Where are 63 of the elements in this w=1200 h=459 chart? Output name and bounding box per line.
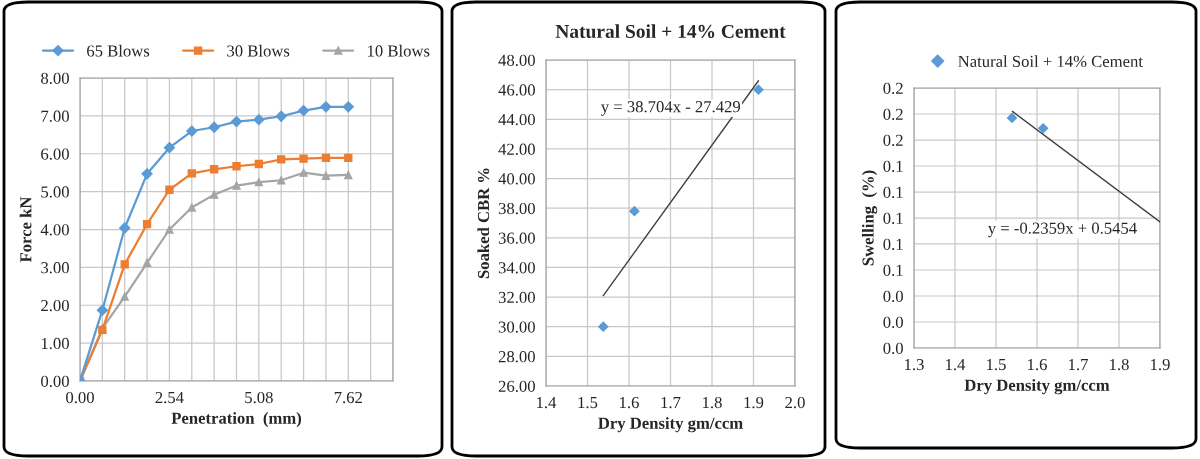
annotation: y = 38.704x - 27.429: [600, 101, 741, 116]
x-tick-label: 1.5: [578, 396, 598, 409]
y-tick-label: 0.2: [883, 82, 903, 95]
y-tick-label: 0.1: [883, 238, 903, 251]
y-tick-label: 34.00: [498, 262, 535, 274]
x-tick-label: 1.7: [1069, 358, 1088, 371]
y-tick-label: 28.00: [498, 351, 535, 363]
y-axis-title: Soaked CBR %: [477, 168, 490, 279]
x-tick-label: 1.7: [661, 396, 681, 409]
y-tick-label: 0.0: [883, 342, 903, 355]
y-tick-label: 0.2: [883, 134, 903, 147]
y-tick-label: 32.00: [498, 291, 535, 304]
legend-label: 30 Blows: [227, 44, 290, 57]
y-tick-label: 48.00: [498, 54, 535, 67]
y-tick-label: 5.00: [41, 186, 69, 198]
legend-label: Natural Soil + 14% Cement: [958, 55, 1143, 68]
x-tick-label: 1.6: [620, 396, 639, 409]
x-axis-title: Penetration (mm): [171, 412, 302, 428]
x-tick-label: 1.8: [703, 396, 722, 409]
x-tick-label: 7.62: [334, 391, 362, 404]
x-tick-label: 1.9: [1151, 358, 1170, 371]
y-tick-label: 2.00: [41, 299, 69, 312]
x-tick-label: 1.5: [987, 358, 1006, 371]
legend-label: 65 Blows: [87, 44, 150, 57]
y-tick-label: 36.00: [498, 232, 535, 244]
y-tick-label: 6.00: [41, 148, 69, 160]
x-tick-label: 1.9: [744, 396, 764, 409]
y-tick-label: 44.00: [498, 113, 535, 126]
y-tick-label: 38.00: [498, 202, 535, 215]
y-tick-label: 42.00: [498, 143, 535, 155]
y-tick-label: 0.0: [883, 316, 903, 329]
x-tick-label: 2.54: [155, 391, 184, 404]
y-tick-label: 26.00: [498, 380, 535, 393]
x-tick-label: 1.6: [1028, 358, 1047, 371]
x-tick-label: 0.00: [66, 391, 94, 404]
x-axis-title: Dry Density gm/ccm: [964, 379, 1110, 395]
legend-label: 10 Blows: [368, 44, 430, 57]
y-tick-label: 7.00: [41, 110, 69, 122]
y-tick-label: 0.00: [41, 375, 69, 388]
x-tick-label: 1.8: [1110, 358, 1129, 371]
x-tick-label: 1.4: [537, 396, 557, 409]
annotation: y = -0.2359x + 0.5454: [988, 222, 1137, 238]
y-tick-label: 8.00: [41, 72, 69, 85]
x-tick-label: 1.3: [905, 358, 924, 371]
y-tick-label: 1.00: [41, 337, 69, 350]
y-tick-label: 0.1: [883, 160, 903, 173]
y-tick-label: 0.0: [883, 290, 903, 303]
y-tick-label: 3.00: [41, 262, 69, 274]
y-tick-label: 4.00: [40, 224, 69, 236]
y-axis-title: Swelling (%): [861, 170, 878, 266]
x-tick-label: 2.0: [785, 396, 805, 409]
y-tick-label: 40.00: [498, 173, 535, 185]
y-tick-label: 0.1: [883, 186, 903, 199]
chart-title: Natural Soil + 14% Cement: [555, 24, 786, 39]
y-tick-label: 46.00: [498, 84, 535, 96]
y-tick-label: 30.00: [498, 321, 535, 333]
y-axis-title: Force kN: [19, 196, 32, 263]
x-tick-label: 1.4: [946, 358, 966, 371]
x-tick-label: 5.08: [245, 391, 273, 404]
y-tick-label: 0.2: [883, 108, 903, 121]
y-tick-label: 0.1: [883, 264, 903, 277]
x-axis-title: Dry Density gm/ccm: [598, 417, 743, 433]
y-tick-label: 0.1: [883, 212, 903, 225]
